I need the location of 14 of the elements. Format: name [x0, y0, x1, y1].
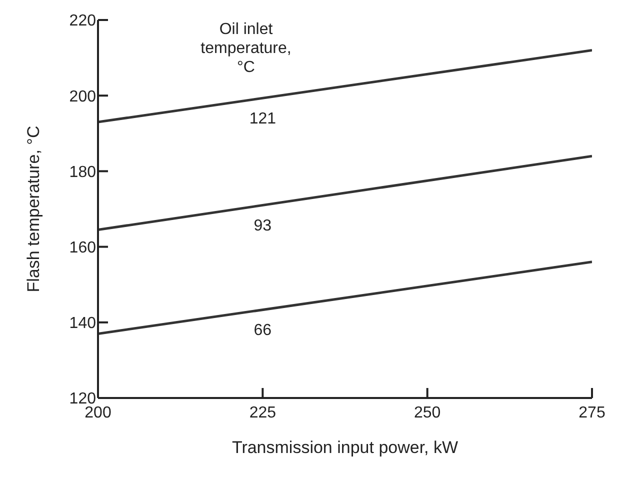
y-axis-title: Flash temperature, °C [24, 126, 44, 292]
series-label: 93 [254, 218, 272, 235]
legend-title: Oil inlet temperature, °C [200, 20, 292, 77]
x-axis-title: Transmission input power, kW [232, 438, 458, 457]
y-tick-label: 200 [69, 88, 96, 106]
x-tick-label: 225 [249, 404, 276, 422]
series-label: 121 [249, 110, 276, 128]
y-tick-label: 220 [69, 12, 96, 30]
x-tick-label: 275 [578, 404, 606, 422]
x-tick-label: 250 [414, 404, 441, 422]
y-tick-label: 180 [69, 164, 96, 181]
y-tick-label: 140 [69, 315, 96, 332]
series-label: 66 [254, 322, 272, 340]
y-tick-label: 160 [69, 239, 96, 256]
